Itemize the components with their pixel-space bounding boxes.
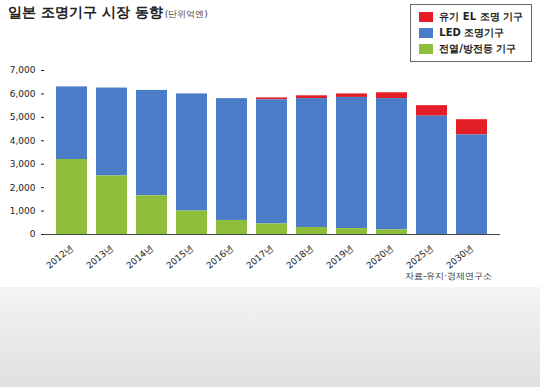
svg-text:2020년: 2020년 bbox=[364, 243, 395, 271]
html-text:LED 조명기구: LED 조명기구 bbox=[439, 27, 505, 38]
svg-text:2012년: 2012년 bbox=[44, 243, 75, 271]
svg-text:2013년: 2013년 bbox=[84, 243, 115, 271]
svg-text:2015년: 2015년 bbox=[164, 243, 195, 271]
svg-text:2016년: 2016년 bbox=[204, 243, 235, 271]
svg-text:6,000: 6,000 bbox=[10, 89, 36, 99]
svg-text:2017년: 2017년 bbox=[244, 243, 275, 271]
svg-text:4,000: 4,000 bbox=[10, 136, 36, 146]
svg-text:2,000: 2,000 bbox=[10, 183, 36, 193]
svg-text:2019년: 2019년 bbox=[324, 243, 355, 271]
svg-text:7,000: 7,000 bbox=[10, 65, 36, 75]
html-text:자료-유지·경제연구소: 자료-유지·경제연구소 bbox=[404, 271, 492, 281]
svg-text:2030년: 2030년 bbox=[444, 243, 475, 271]
html-text:전열/방전등 기구: 전열/방전등 기구 bbox=[439, 43, 517, 54]
html-text:유기 EL 조명 기구: 유기 EL 조명 기구 bbox=[439, 11, 523, 22]
svg-text:0: 0 bbox=[30, 229, 36, 239]
svg-text:2014년: 2014년 bbox=[124, 243, 155, 271]
svg-text:1,000: 1,000 bbox=[10, 206, 36, 216]
svg-text:3,000: 3,000 bbox=[10, 159, 36, 169]
svg-text:5,000: 5,000 bbox=[10, 112, 36, 122]
svg-text:2018년: 2018년 bbox=[284, 243, 315, 271]
html-text:일본 조명기구 시장 동향(단위억엔): 일본 조명기구 시장 동향(단위억엔) bbox=[8, 4, 208, 20]
svg-text:2025년: 2025년 bbox=[404, 243, 435, 271]
